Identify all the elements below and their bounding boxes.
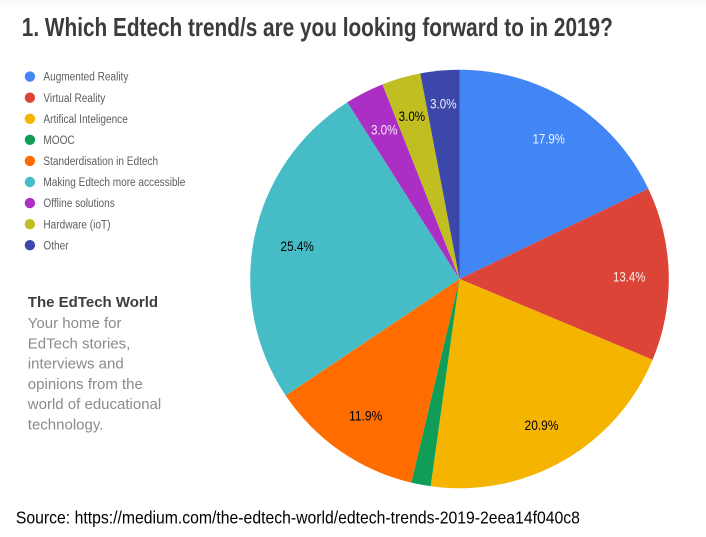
svg-text:Virtual Reality: Virtual Reality <box>43 93 105 105</box>
svg-text:opinions from the: opinions from the <box>28 376 143 393</box>
svg-text:Hardware (ioT): Hardware (ioT) <box>43 219 110 231</box>
svg-text:Artifical Inteligence: Artifical Inteligence <box>43 114 127 126</box>
svg-text:Augmented Reality: Augmented Reality <box>43 72 128 84</box>
svg-text:Making Edtech more accessible: Making Edtech more accessible <box>43 177 185 189</box>
svg-text:Offline solutions: Offline solutions <box>43 198 115 210</box>
svg-text:MOOC: MOOC <box>43 135 74 147</box>
svg-text:world of educational: world of educational <box>27 396 161 413</box>
svg-text:3.0%: 3.0% <box>430 96 457 112</box>
svg-text:Your home for: Your home for <box>28 315 122 332</box>
svg-text:17.9%: 17.9% <box>533 131 565 147</box>
svg-text:Other: Other <box>43 240 68 252</box>
svg-text:11.9%: 11.9% <box>349 407 382 423</box>
svg-text:interviews and: interviews and <box>28 356 124 373</box>
svg-text:Standerdisation in Edtech: Standerdisation in Edtech <box>43 156 158 168</box>
svg-text:25.4%: 25.4% <box>281 238 314 254</box>
svg-text:20.9%: 20.9% <box>525 417 559 433</box>
svg-text:13.4%: 13.4% <box>613 268 646 284</box>
svg-text:Source: https://medium.com/the: Source: https://medium.com/the-edtech-wo… <box>16 508 580 528</box>
svg-text:3.0%: 3.0% <box>399 108 426 124</box>
svg-text:3.0%: 3.0% <box>371 122 398 138</box>
svg-text:EdTech stories,: EdTech stories, <box>28 335 131 352</box>
svg-text:technology.: technology. <box>28 417 104 434</box>
svg-text:1. Which Edtech trend/s are yo: 1. Which Edtech trend/s are you looking … <box>22 12 613 42</box>
svg-text:The EdTech World: The EdTech World <box>28 294 158 311</box>
